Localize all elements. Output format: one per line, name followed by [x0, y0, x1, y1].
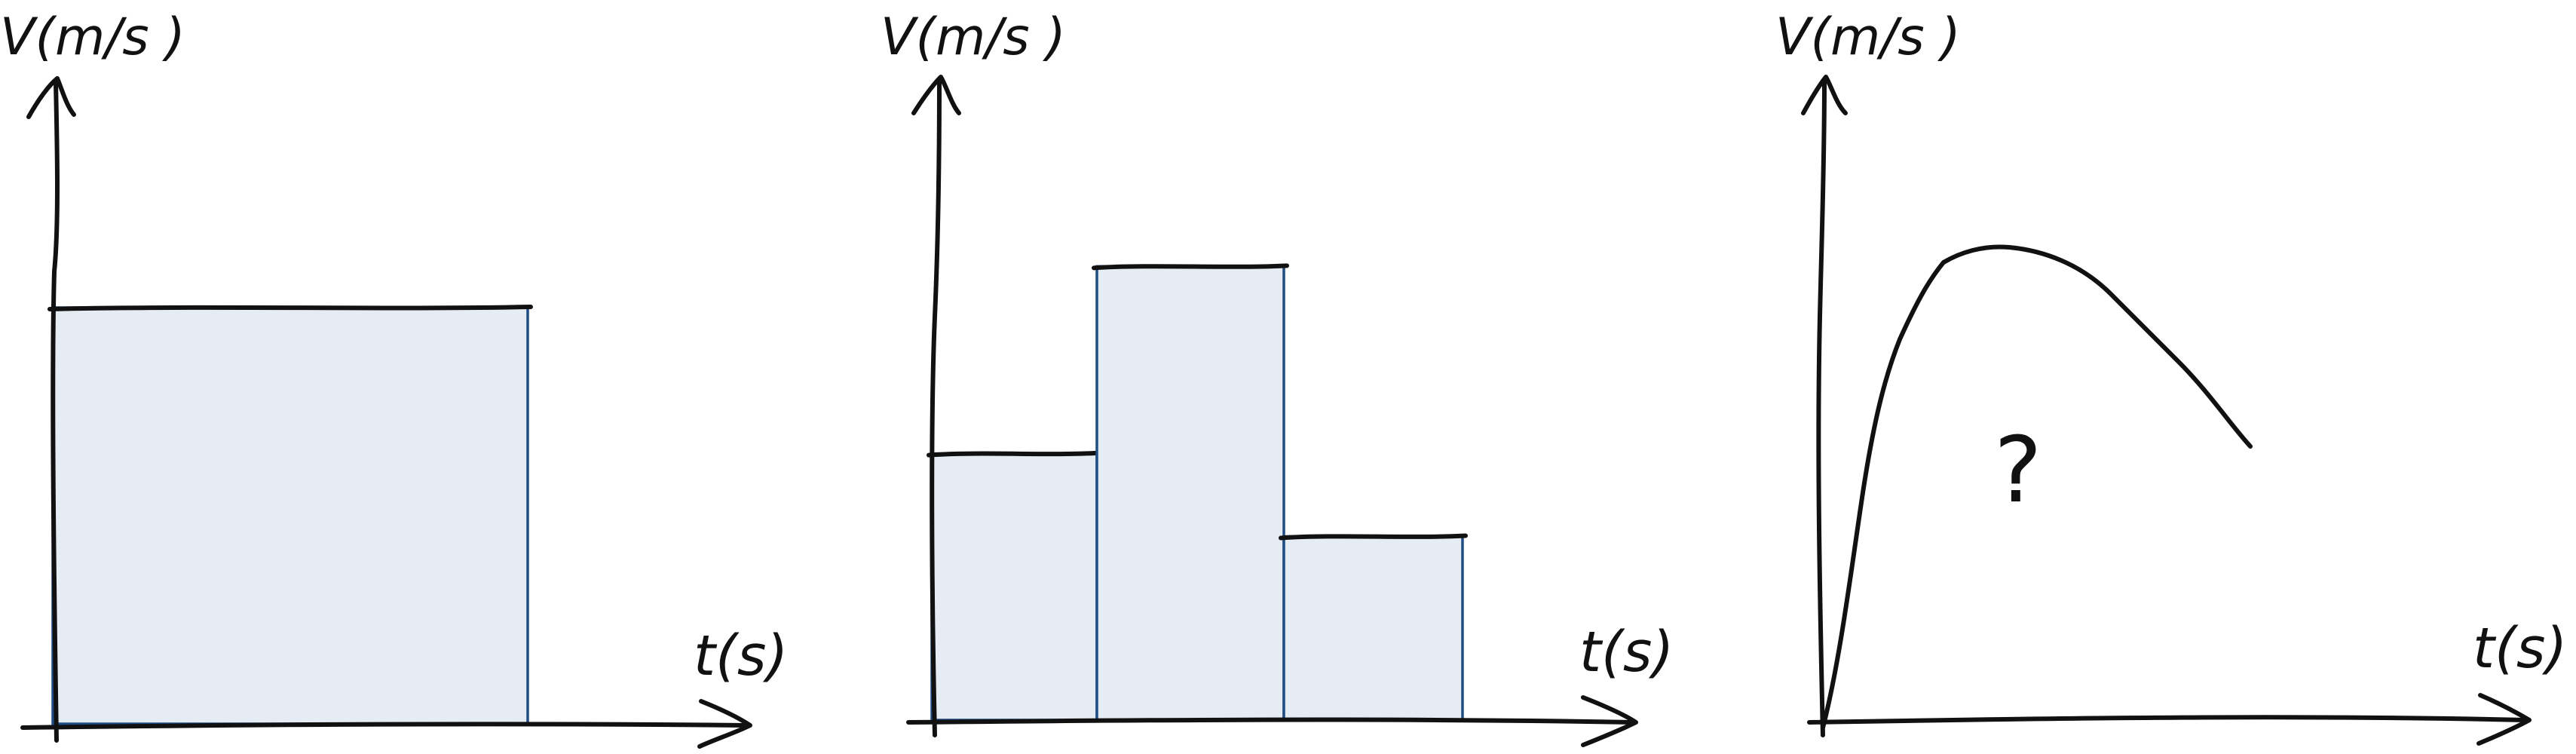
- panel-2-bar-3-top-stroke: [1279, 533, 1468, 541]
- panel-1-bars: [47, 305, 533, 725]
- panel-2-x-label: t(s): [1579, 620, 1674, 685]
- panel-2-bar-1-top-stroke: [927, 450, 1102, 458]
- panel-2-y-axis: [930, 81, 942, 737]
- panel-2: V(m/s ) t(s): [881, 8, 1674, 747]
- panel-3-y-arrowhead: [1801, 75, 1848, 115]
- panel-1: V(m/s ) t(s): [0, 8, 788, 749]
- panel-2-bar-2-top-stroke: [1092, 263, 1289, 271]
- panel-1-x-arrowhead: [697, 699, 752, 749]
- panel-2-x-arrowhead: [1581, 695, 1638, 747]
- panel-1-x-label: t(s): [694, 624, 788, 688]
- panel-1-bar-1-top-stroke: [47, 305, 533, 311]
- panel-2-y-label: V(m/s ): [881, 8, 1066, 67]
- panel-3-y-axis: [1816, 81, 1827, 737]
- panel-1-y-axis: [51, 81, 60, 743]
- panel-2-y-arrowhead: [911, 75, 961, 115]
- panel-3-x-axis: [1807, 715, 2528, 725]
- panel-3-velocity-curve: [1821, 244, 2253, 730]
- panel-1-y-label: V(m/s ): [0, 8, 185, 67]
- panel-3-x-arrowhead: [2476, 693, 2532, 746]
- panel-2-bar-2: [1095, 265, 1285, 722]
- panel-3-question-mark: ?: [1994, 418, 2042, 523]
- panel-2-bar-1: [930, 452, 1098, 722]
- panel-3: ? V(m/s ) t(s): [1775, 8, 2567, 746]
- panel-1-bar-1: [51, 306, 529, 725]
- panel-2-x-axis: [906, 717, 1634, 725]
- panel-3-x-label: t(s): [2473, 616, 2567, 681]
- panel-3-y-label: V(m/s ): [1775, 8, 1961, 67]
- panel-2-bars: [927, 263, 1468, 722]
- panel-1-x-axis: [20, 722, 749, 730]
- panel-2-bar-3: [1282, 535, 1464, 722]
- panel-1-y-arrowhead: [26, 76, 76, 119]
